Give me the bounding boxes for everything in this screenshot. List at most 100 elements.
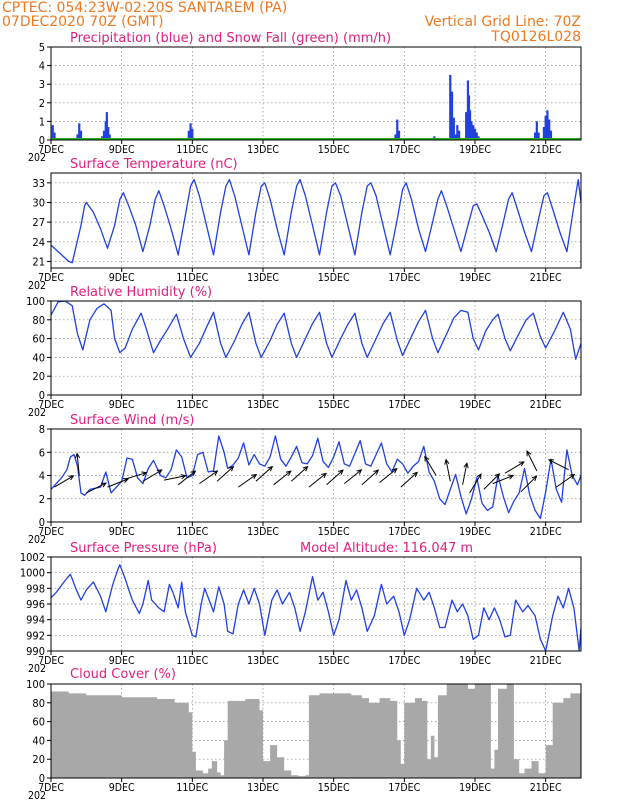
wind-title: Surface Wind (m/s) [70, 413, 194, 428]
wind-vector [308, 472, 327, 488]
precip-bar [450, 91, 454, 140]
x-tick-label: 21DEC [530, 655, 562, 667]
precip-bar [76, 134, 79, 140]
x-tick-label: 17DEC [388, 144, 420, 156]
x-tick-label: 15DEC [318, 526, 350, 538]
precip-bar [546, 110, 549, 140]
x-tick-label: 17DEC [388, 399, 420, 411]
wind-vector [86, 482, 108, 494]
precip-data [51, 74, 581, 140]
y-tick-label: 27 [32, 216, 45, 229]
model-altitude: Model Altitude: 116.047 m [300, 541, 473, 556]
x-tick-label: 17DEC [388, 782, 420, 794]
x-tick-label: 9DEC [109, 526, 135, 538]
y-tick-label: 994 [26, 614, 45, 627]
cloud-data [51, 684, 581, 778]
x-tick-label: 7DEC [38, 782, 64, 794]
x-edge-label: 202 [28, 790, 46, 800]
cloud-panel: Cloud Cover (%) 0 20 40 60 80 100 7DEC 9DEC 11DE… [26, 667, 582, 800]
x-tick-label: 21DEC [530, 782, 562, 794]
y-tick-label: 0 [39, 772, 45, 785]
plot-frame [50, 46, 582, 141]
y-tick-label: 2 [39, 493, 45, 506]
x-tick-label: 19DEC [459, 272, 491, 284]
precip-bar [472, 125, 475, 140]
x-tick-label: 11DEC [176, 782, 208, 794]
humidity-title: Relative Humidity (%) [70, 285, 212, 300]
y-tick-label: 1000 [20, 567, 45, 580]
x-tick-label: 13DEC [247, 399, 279, 411]
y-tick-label: 992 [26, 629, 45, 642]
wind-data [51, 435, 581, 520]
cloud-title: Cloud Cover (%) [70, 667, 176, 682]
rh-data [51, 301, 581, 360]
x-edge-label: 202 [28, 534, 46, 546]
plot-frame [50, 172, 582, 269]
y-tick-label: 60 [32, 716, 45, 729]
precip-bar [78, 123, 81, 140]
x-tick-label: 13DEC [247, 144, 279, 156]
header-run: 07DEC2020 70Z (GMT) [2, 14, 164, 30]
wind-vector [273, 470, 292, 486]
temp-data [51, 178, 581, 264]
plot-frame [50, 683, 582, 779]
wind-vector [526, 450, 538, 472]
precip-bar [108, 134, 111, 140]
cloud-area [51, 684, 581, 778]
precip-bar [468, 110, 472, 140]
y-tick-label: 33 [32, 177, 45, 190]
precip-bar [102, 130, 106, 140]
y-tick-label: 80 [32, 697, 45, 710]
x-tick-label: 7DEC [38, 272, 64, 284]
precip-bar [470, 121, 473, 140]
wind-vector [504, 461, 525, 474]
x-tick-label: 15DEC [318, 782, 350, 794]
x-tick-label: 13DEC [247, 526, 279, 538]
wind-line [51, 435, 581, 520]
wind-vector [142, 469, 163, 482]
precip-bar [79, 130, 83, 140]
header-code: TQ0126L028 [490, 29, 581, 45]
wind-vector [547, 459, 569, 471]
x-tick-label: 21DEC [530, 272, 562, 284]
precip-bar [542, 126, 545, 140]
x-edge-label: 202 [28, 280, 46, 292]
y-tick-label: 0 [39, 134, 45, 147]
y-tick-label: 40 [32, 351, 45, 364]
wind-vector [177, 470, 197, 486]
wind-vector [199, 470, 219, 485]
wind-vector [164, 474, 187, 481]
x-tick-label: 19DEC [459, 782, 491, 794]
wind-vector [54, 475, 75, 488]
x-tick-label: 17DEC [388, 526, 420, 538]
precip-bar [191, 128, 194, 140]
y-tick-label: 1 [39, 115, 45, 128]
precip-bar [533, 132, 537, 140]
x-tick-label: 13DEC [247, 655, 279, 667]
x-tick-label: 11DEC [176, 272, 208, 284]
precip-bar [189, 123, 192, 140]
y-tick-label: 4 [39, 470, 45, 483]
wind-vector [556, 473, 576, 488]
x-tick-label: 9DEC [109, 655, 135, 667]
x-tick-label: 9DEC [109, 399, 135, 411]
y-tick-label: 40 [32, 734, 45, 747]
precip-bar [53, 132, 56, 140]
wind-vector [343, 469, 363, 484]
precip-bar [537, 132, 540, 140]
x-tick-label: 9DEC [109, 144, 135, 156]
precip-bar [535, 121, 538, 140]
wind-panel: Surface Wind (m/s) 0 2 4 6 8 7DEC 9DEC 11DEC 13D… [28, 413, 582, 546]
wind-vector [238, 473, 258, 488]
y-tick-label: 5 [39, 41, 45, 54]
y-tick-label: 30 [32, 196, 45, 209]
y-tick-label: 1002 [20, 551, 45, 564]
precip-bar [394, 134, 397, 140]
x-tick-label: 7DEC [38, 526, 64, 538]
precip-bar [51, 125, 54, 140]
precip-bar [458, 130, 461, 140]
plot-frame [50, 300, 582, 396]
precip-bar [452, 117, 455, 140]
x-tick-label: 11DEC [176, 526, 208, 538]
precip-bar [475, 132, 478, 140]
